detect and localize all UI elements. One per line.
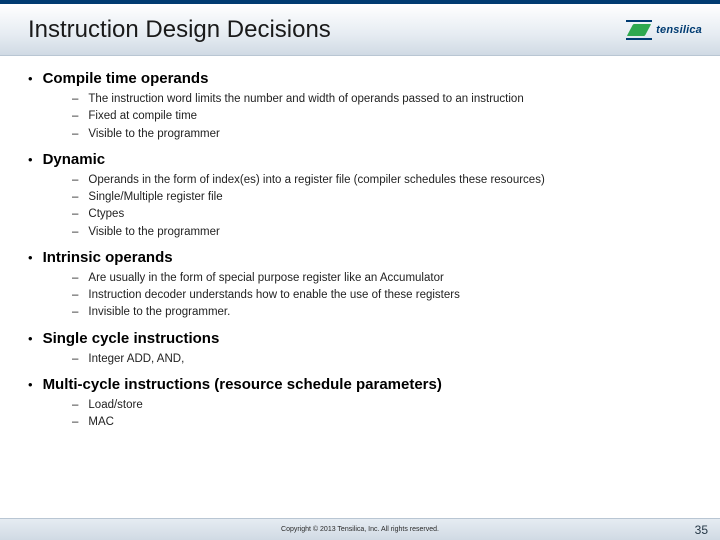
dash-icon: – [72,126,78,143]
list-item: –Integer ADD, AND, [72,351,692,368]
list-item-text: Instruction decoder understands how to e… [88,287,459,304]
section-heading: Single cycle instructions [43,330,220,347]
dash-icon: – [72,304,78,321]
title-bar: Instruction Design Decisions tensilica [0,4,720,56]
dash-icon: – [72,189,78,206]
list-item-text: Invisible to the programmer. [88,304,230,321]
list-item: –Load/store [72,397,692,414]
list-item-text: The instruction word limits the number a… [88,91,523,108]
list-item-text: Load/store [88,397,142,414]
brand-logo: tensilica [626,20,702,40]
list-item: –The instruction word limits the number … [72,91,692,108]
section-heading-row: • Compile time operands [28,70,692,87]
dash-icon: – [72,206,78,223]
list-item-text: Integer ADD, AND, [88,351,184,368]
section-heading: Intrinsic operands [43,249,173,266]
list-item-text: Are usually in the form of special purpo… [88,270,443,287]
section-heading: Dynamic [43,151,106,168]
list-item-text: Visible to the programmer [88,224,219,241]
sub-list: –Operands in the form of index(es) into … [28,172,692,241]
list-item: –Single/Multiple register file [72,189,692,206]
dash-icon: – [72,270,78,287]
dash-icon: – [72,108,78,125]
list-item-text: Fixed at compile time [88,108,197,125]
section: • Compile time operands –The instruction… [28,70,692,143]
section: • Dynamic –Operands in the form of index… [28,151,692,241]
section: • Single cycle instructions –Integer ADD… [28,330,692,368]
section-heading-row: • Single cycle instructions [28,330,692,347]
page-number: 35 [695,523,708,537]
bullet-icon: • [28,332,33,345]
list-item-text: Single/Multiple register file [88,189,222,206]
list-item: –Invisible to the programmer. [72,304,692,321]
dash-icon: – [72,172,78,189]
bullet-icon: • [28,378,33,391]
dash-icon: – [72,397,78,414]
list-item-text: MAC [88,414,114,431]
list-item: –Ctypes [72,206,692,223]
bullet-icon: • [28,251,33,264]
list-item-text: Visible to the programmer [88,126,219,143]
dash-icon: – [72,224,78,241]
list-item: –MAC [72,414,692,431]
list-item-text: Operands in the form of index(es) into a… [88,172,544,189]
section-heading-row: • Intrinsic operands [28,249,692,266]
list-item: –Are usually in the form of special purp… [72,270,692,287]
slide-title: Instruction Design Decisions [28,16,331,44]
bullet-icon: • [28,153,33,166]
sub-list: –The instruction word limits the number … [28,91,692,143]
copyright-text: Copyright © 2013 Tensilica, Inc. All rig… [281,526,439,533]
section-heading: Compile time operands [43,70,209,87]
section-heading: Multi-cycle instructions (resource sched… [43,376,442,393]
list-item: –Fixed at compile time [72,108,692,125]
list-item: –Visible to the programmer [72,224,692,241]
brand-name: tensilica [656,24,702,36]
sub-list: –Load/store –MAC [28,397,692,432]
content-area: • Compile time operands –The instruction… [0,56,720,518]
section-heading-row: • Multi-cycle instructions (resource sch… [28,376,692,393]
section: • Intrinsic operands –Are usually in the… [28,249,692,322]
dash-icon: – [72,351,78,368]
list-item: –Instruction decoder understands how to … [72,287,692,304]
slide: Instruction Design Decisions tensilica •… [0,0,720,540]
logo-mark-icon [626,20,652,40]
sub-list: –Are usually in the form of special purp… [28,270,692,322]
sub-list: –Integer ADD, AND, [28,351,692,368]
dash-icon: – [72,91,78,108]
list-item-text: Ctypes [88,206,124,223]
bullet-icon: • [28,72,33,85]
list-item: –Operands in the form of index(es) into … [72,172,692,189]
dash-icon: – [72,414,78,431]
list-item: –Visible to the programmer [72,126,692,143]
dash-icon: – [72,287,78,304]
footer-bar: Copyright © 2013 Tensilica, Inc. All rig… [0,518,720,540]
section-heading-row: • Dynamic [28,151,692,168]
section: • Multi-cycle instructions (resource sch… [28,376,692,432]
